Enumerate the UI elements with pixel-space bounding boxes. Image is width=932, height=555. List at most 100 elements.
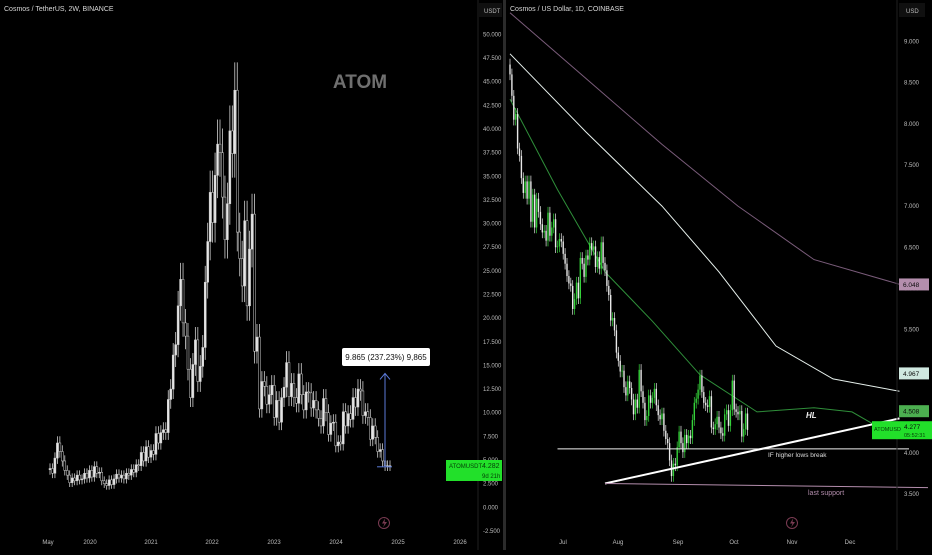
right-candle: [659, 415, 661, 420]
left-candle: [93, 466, 96, 478]
left-candle: [51, 468, 54, 474]
left-candle: [285, 362, 288, 388]
right-candle: [608, 285, 610, 295]
right-candle: [630, 387, 633, 400]
left-candle: [117, 473, 121, 479]
right-candle: [589, 243, 591, 260]
left-y-tick: 35.000: [483, 174, 502, 180]
higher-lows-label: IF higher lows break: [768, 452, 827, 459]
right-candle: [575, 282, 578, 300]
right-candle: [604, 262, 606, 271]
price-tag-value: 4.508: [903, 409, 920, 416]
left-candle: [373, 425, 377, 438]
left-y-tick: 7.500: [483, 434, 499, 440]
right-candle: [634, 399, 637, 415]
left-candle: [351, 397, 355, 420]
left-candle: [334, 421, 338, 447]
left-candle: [194, 339, 197, 365]
left-chart[interactable]: Cosmos / TetherUS, 2W, BINANCE ATOM 9.86…: [4, 0, 502, 550]
right-candle: [591, 243, 593, 250]
right-candle: [689, 435, 692, 439]
left-candle: [149, 450, 153, 458]
right-candle: [693, 402, 695, 421]
left-candle: [171, 354, 175, 390]
right-currency-box[interactable]: [899, 3, 925, 17]
left-candle: [196, 339, 200, 382]
right-candle: [705, 402, 707, 406]
right-candle: [695, 398, 697, 403]
left-candle: [137, 464, 140, 466]
left-candle: [307, 391, 310, 394]
right-candle: [551, 227, 553, 236]
left-candle: [122, 474, 126, 480]
left-candle: [75, 474, 79, 482]
price-tag-value: 6.048: [903, 282, 920, 289]
left-candle: [277, 400, 281, 423]
right-y-tick: 6.500: [904, 245, 920, 251]
left-candle: [238, 231, 241, 259]
left-candle: [159, 432, 163, 444]
right-candle: [560, 239, 562, 242]
right-candle: [516, 113, 519, 149]
right-candle: [651, 397, 654, 403]
left-x-axis[interactable]: May 2020 2021 2022 2023 2024 2025 2026: [42, 540, 467, 546]
right-candle: [524, 181, 526, 193]
left-candle: [115, 473, 118, 480]
right-candles: [509, 58, 749, 482]
left-candle: [213, 175, 217, 223]
right-candle: [627, 381, 629, 396]
left-candle: [199, 366, 202, 382]
left-candle: [240, 258, 244, 287]
left-candle: [80, 478, 84, 481]
left-candle: [297, 373, 301, 404]
panel-splitter[interactable]: [503, 0, 506, 550]
left-candle: [85, 472, 89, 479]
left-candle: [292, 383, 296, 398]
right-candle: [602, 242, 604, 263]
price-tag: [899, 405, 929, 418]
left-candle: [302, 394, 306, 411]
right-candle: [724, 414, 726, 436]
right-candle: [706, 405, 709, 407]
left-candles: [48, 62, 392, 490]
left-candle: [139, 452, 143, 466]
right-candle: [606, 270, 608, 286]
left-candle: [152, 450, 155, 455]
right-lightning-icon[interactable]: [786, 517, 798, 529]
left-lightning-icon[interactable]: [378, 517, 390, 529]
left-candle: [181, 279, 185, 324]
left-y-tick: 12.500: [483, 387, 502, 393]
left-candle: [356, 388, 360, 408]
right-candle: [570, 283, 572, 286]
left-candle: [53, 457, 57, 474]
right-chart[interactable]: Cosmos / US Dollar, 1D, COINBASE HL IF h…: [509, 0, 932, 550]
left-candle: [83, 472, 86, 480]
right-candle: [553, 219, 555, 228]
left-candle: [63, 460, 67, 471]
left-x-tick: 2024: [329, 540, 343, 546]
right-y-tick: 7.000: [904, 204, 920, 210]
right-candle: [566, 263, 568, 277]
right-candle: [710, 396, 713, 428]
left-candle: [253, 213, 256, 352]
left-x-tick: 2021: [144, 540, 158, 546]
last-support-label: last support: [808, 490, 844, 497]
right-candle: [663, 413, 665, 431]
left-candle: [201, 347, 205, 367]
left-x-tick: 2022: [205, 540, 219, 546]
left-y-axis[interactable]: -2.5000.0002.5005.0007.50010.00012.50015…: [483, 32, 502, 534]
left-currency-box[interactable]: [478, 3, 502, 17]
right-drawings: [557, 417, 929, 489]
left-candle: [300, 373, 303, 395]
left-candle: [125, 472, 128, 480]
right-candle: [678, 431, 680, 448]
right-candle: [534, 194, 536, 228]
left-candle: [376, 437, 379, 452]
left-candle: [164, 429, 168, 433]
left-candle: [110, 479, 113, 485]
left-candle: [56, 442, 59, 459]
right-candle: [596, 257, 599, 268]
right-x-axis[interactable]: Jul Aug Sep Oct Nov Dec: [559, 540, 855, 546]
